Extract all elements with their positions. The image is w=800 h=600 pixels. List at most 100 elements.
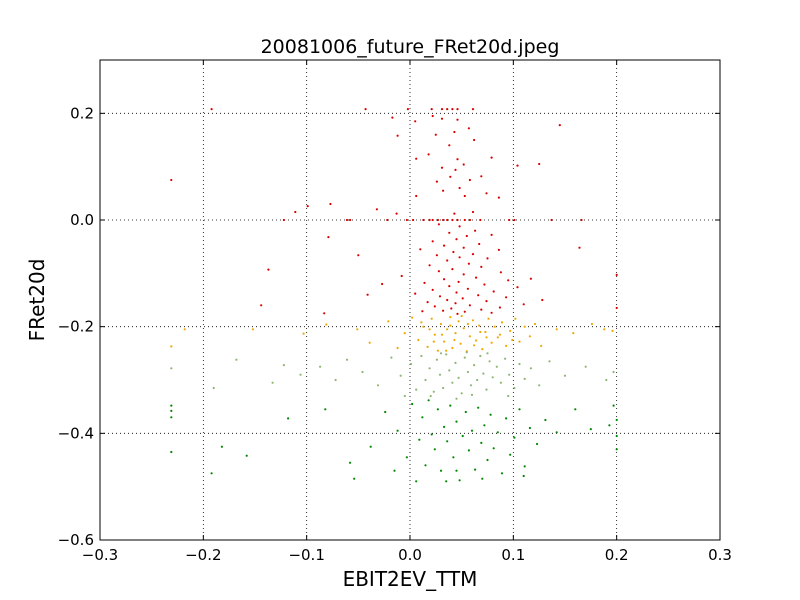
data-point (390, 356, 393, 359)
data-point (499, 271, 502, 274)
data-point (460, 314, 463, 318)
data-point (436, 349, 439, 352)
data-point (387, 320, 390, 323)
data-point (466, 370, 469, 374)
data-point (505, 344, 508, 347)
data-point (357, 254, 360, 257)
data-point (483, 424, 486, 427)
data-point (513, 386, 516, 390)
data-point (473, 344, 476, 347)
data-point (485, 192, 488, 195)
y-tick-label: −0.6 (58, 531, 94, 549)
data-point (475, 276, 478, 279)
data-point (345, 358, 349, 361)
data-point (353, 477, 356, 480)
data-point (306, 205, 309, 208)
data-point (449, 404, 452, 407)
data-point (431, 218, 434, 222)
data-point (479, 218, 482, 222)
data-point (470, 393, 474, 396)
data-point (478, 242, 481, 246)
x-tick-label: 0.2 (605, 546, 629, 564)
data-point (446, 328, 449, 331)
data-point (499, 381, 502, 384)
data-point (368, 341, 371, 344)
data-point (605, 378, 608, 382)
data-point (440, 108, 444, 111)
data-point (437, 223, 440, 226)
data-point (426, 301, 429, 304)
data-point (446, 259, 449, 262)
data-point (439, 322, 443, 326)
data-point (490, 233, 493, 236)
data-point (422, 218, 425, 222)
data-point (507, 394, 510, 398)
data-point (462, 163, 465, 166)
data-point (443, 244, 446, 247)
data-point (433, 305, 436, 308)
data-point (529, 367, 533, 370)
data-point (480, 265, 483, 268)
data-point (406, 108, 409, 111)
data-point (412, 218, 415, 222)
data-point (448, 369, 451, 372)
data-point (563, 374, 567, 377)
data-point (446, 298, 449, 302)
data-point (612, 404, 615, 407)
data-points (170, 108, 618, 483)
data-point (615, 434, 618, 438)
data-point (603, 328, 606, 331)
data-point (220, 445, 223, 448)
data-point (433, 333, 436, 336)
data-point (282, 364, 285, 367)
data-point (508, 218, 511, 222)
data-point (528, 335, 532, 338)
data-point (428, 218, 431, 222)
data-point (490, 156, 493, 159)
data-point (486, 352, 489, 355)
data-point (287, 417, 290, 420)
data-point (455, 238, 458, 241)
data-point (488, 360, 491, 363)
y-tick-label: 0.0 (70, 211, 94, 229)
data-point (454, 168, 457, 171)
data-point (260, 304, 263, 307)
data-point (329, 202, 332, 206)
data-point (482, 372, 485, 375)
data-point (345, 218, 349, 222)
data-point (555, 431, 558, 434)
data-point (429, 394, 432, 398)
data-point (518, 362, 521, 366)
data-point (393, 469, 396, 472)
data-point (210, 472, 213, 475)
data-point (453, 130, 456, 134)
data-point (476, 378, 479, 382)
data-point (615, 448, 618, 451)
data-point (170, 178, 173, 182)
data-point (361, 370, 364, 374)
data-point (442, 309, 445, 312)
data-point (612, 370, 615, 374)
data-point (428, 264, 431, 267)
data-point (468, 304, 471, 307)
data-point (446, 440, 449, 443)
data-point (428, 328, 431, 331)
data-point (409, 362, 413, 366)
data-point (439, 352, 443, 355)
data-point (432, 340, 435, 343)
data-point (493, 325, 496, 328)
data-point (465, 351, 468, 354)
x-tick-label: −0.3 (82, 546, 118, 564)
data-point (294, 210, 297, 214)
data-point (481, 348, 484, 351)
data-point (452, 456, 455, 459)
data-point (376, 384, 380, 387)
data-point (540, 344, 543, 347)
data-point (364, 108, 367, 111)
data-point (446, 108, 449, 111)
data-point (467, 127, 470, 130)
data-point (235, 358, 238, 361)
data-point (415, 480, 418, 483)
data-point (415, 388, 418, 391)
data-point (615, 273, 618, 276)
